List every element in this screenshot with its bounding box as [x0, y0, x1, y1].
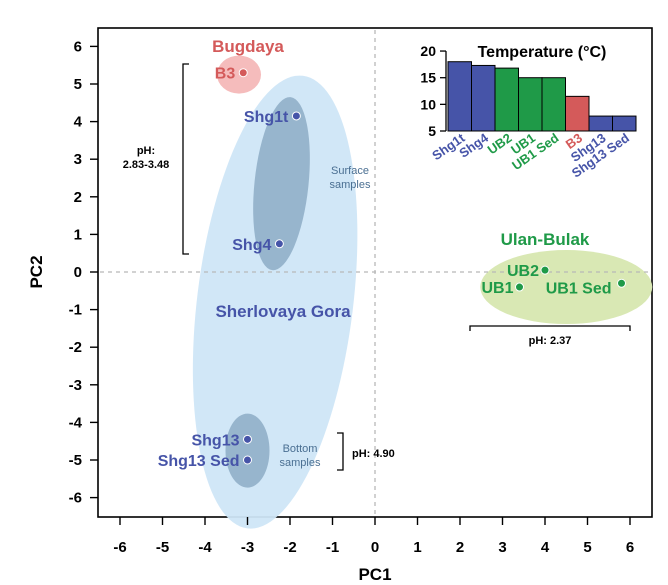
- x-tick-label: 5: [583, 539, 591, 556]
- y-tick-label: -5: [69, 452, 82, 469]
- inset-y-tick-label: 20: [420, 43, 436, 59]
- point-b3: [238, 68, 248, 78]
- surface-samples-label: Surface samples: [330, 165, 371, 191]
- x-tick-label: -3: [241, 539, 254, 556]
- x-tick-label: 3: [498, 539, 506, 556]
- bottom-samples-ellipse: [225, 413, 270, 488]
- y-tick-label: 1: [74, 226, 82, 243]
- y-tick-label: -2: [69, 339, 82, 356]
- point-label-shg1t: Shg1t: [244, 109, 289, 126]
- x-axis-title: PC1: [358, 565, 391, 584]
- point-shg13-sed: [243, 455, 252, 465]
- inset-title: Temperature (°C): [478, 44, 607, 61]
- y-tick-label: 3: [74, 151, 82, 168]
- y-tick-label: 6: [74, 38, 82, 55]
- x-tick-label: 2: [456, 539, 464, 556]
- bugdaya-ellipse: [217, 55, 261, 94]
- point-shg4: [274, 239, 284, 249]
- ulan-bulak-ellipse: [480, 250, 653, 325]
- y-tick-label: 4: [74, 114, 83, 131]
- inset-bar-shg4: [471, 64, 496, 132]
- x-tick-label: 6: [626, 539, 634, 556]
- point-label-shg13-sed: Shg13 Sed: [158, 453, 240, 470]
- x-tick-label: -6: [113, 539, 126, 556]
- x-tick-label: 1: [413, 539, 421, 556]
- point-shg13: [243, 434, 252, 444]
- y-tick-label: 2: [74, 189, 82, 206]
- point-label-shg13: Shg13: [191, 432, 239, 449]
- inset-bar-shg13: [588, 115, 613, 132]
- inset-bar-ub1: [518, 77, 543, 132]
- group-label-bugdaya: Bugdaya: [212, 37, 284, 56]
- point-ub1: [515, 282, 524, 292]
- inset-y-tick-label: 5: [428, 123, 436, 139]
- y-tick-label: -3: [69, 377, 82, 394]
- y-tick-label: 5: [74, 76, 82, 93]
- ph-ulan-bulak-bracket: [469, 325, 631, 331]
- inset-bar-shg13-sed: [612, 115, 637, 132]
- y-tick-label: -6: [69, 490, 82, 507]
- x-tick-label: -5: [156, 539, 169, 556]
- point-label-ub1-sed: UB1 Sed: [546, 280, 612, 297]
- x-tick-label: -1: [326, 539, 339, 556]
- ph-surface-label: pH: 2.83-3.48: [123, 145, 169, 171]
- x-tick-label: -4: [198, 539, 212, 556]
- y-tick-label: 0: [74, 264, 82, 281]
- point-label-b3: B3: [215, 66, 236, 83]
- bottom-samples-label: Bottom samples: [280, 443, 321, 469]
- point-ub1-sed: [617, 278, 626, 288]
- x-tick-label: 0: [371, 539, 379, 556]
- surface-samples-ellipse: [253, 97, 310, 271]
- y-tick-label: -1: [69, 302, 82, 319]
- x-tick-label: 4: [541, 539, 550, 556]
- y-axis-title: PC2: [27, 255, 46, 288]
- point-label-shg4: Shg4: [232, 237, 271, 254]
- x-tick-label: -2: [283, 539, 296, 556]
- inset-bar-shg1t: [447, 61, 472, 132]
- group-label-ulan-bulak: Ulan-Bulak: [501, 230, 590, 249]
- sherlovaya-gora-ellipse: [192, 75, 358, 529]
- y-tick-label: -4: [69, 414, 83, 431]
- inset-bar-ub2: [494, 67, 519, 132]
- group-label-sherlovaya-gora: Sherlovaya Gora: [215, 302, 351, 321]
- point-shg1t: [291, 111, 301, 121]
- inset-y-tick-label: 15: [420, 70, 436, 86]
- point-ub2: [540, 265, 550, 275]
- ph-surface-bracket: [182, 63, 189, 255]
- ph-ulan-bulak-label: pH: 2.37: [529, 335, 572, 347]
- inset-bar-b3: [565, 95, 590, 132]
- ph-bottom-bracket: [337, 432, 344, 471]
- point-label-ub1: UB1: [481, 280, 513, 297]
- inset-y-tick-label: 10: [420, 96, 436, 112]
- point-label-ub2: UB2: [507, 263, 539, 280]
- inset-bar-ub1-sed: [541, 77, 566, 132]
- ph-bottom-label: pH: 4.90: [352, 448, 395, 460]
